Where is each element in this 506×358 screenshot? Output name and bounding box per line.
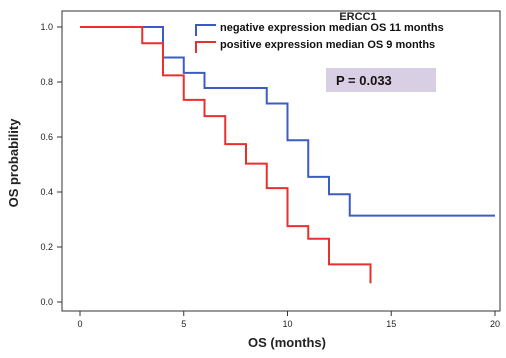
legend-swatch-negative [195, 24, 216, 36]
y-tick-label: 0.8 [40, 77, 53, 87]
legend-entry-negative: negative expression median OS 11 months [220, 22, 444, 34]
series-line-negative [80, 26, 495, 217]
y-axis-label: OS probability [6, 118, 21, 208]
y-tick-label: 0.0 [40, 297, 53, 307]
p-value-text: P = 0.033 [336, 73, 392, 88]
x-axis-label: OS (months) [248, 335, 326, 350]
legend-entry-positive: positive expression median OS 9 months [220, 39, 435, 51]
x-tick-label: 20 [490, 319, 500, 329]
series-lines [80, 26, 495, 284]
y-tick-label: 1.0 [40, 22, 53, 32]
y-tick-label: 0.6 [40, 132, 53, 142]
y-tick-label: 0.4 [40, 187, 53, 197]
y-tick-label: 0.2 [40, 242, 53, 252]
p-value-box [326, 68, 436, 92]
p-value-annotation: P = 0.033 [326, 68, 436, 92]
plot-frame [61, 10, 501, 312]
x-axis: 0 5 10 15 20 [77, 311, 500, 329]
legend: ERCC1 negative expression median OS 11 m… [195, 11, 444, 53]
x-tick-label: 5 [181, 319, 186, 329]
x-tick-label: 10 [282, 319, 292, 329]
series-line-positive [80, 26, 372, 284]
y-axis: 0.0 0.2 0.4 0.6 0.8 1.0 [40, 22, 62, 307]
legend-title: ERCC1 [339, 11, 376, 23]
legend-swatch-positive [195, 41, 216, 53]
x-tick-label: 0 [77, 319, 82, 329]
x-tick-label: 15 [386, 319, 396, 329]
